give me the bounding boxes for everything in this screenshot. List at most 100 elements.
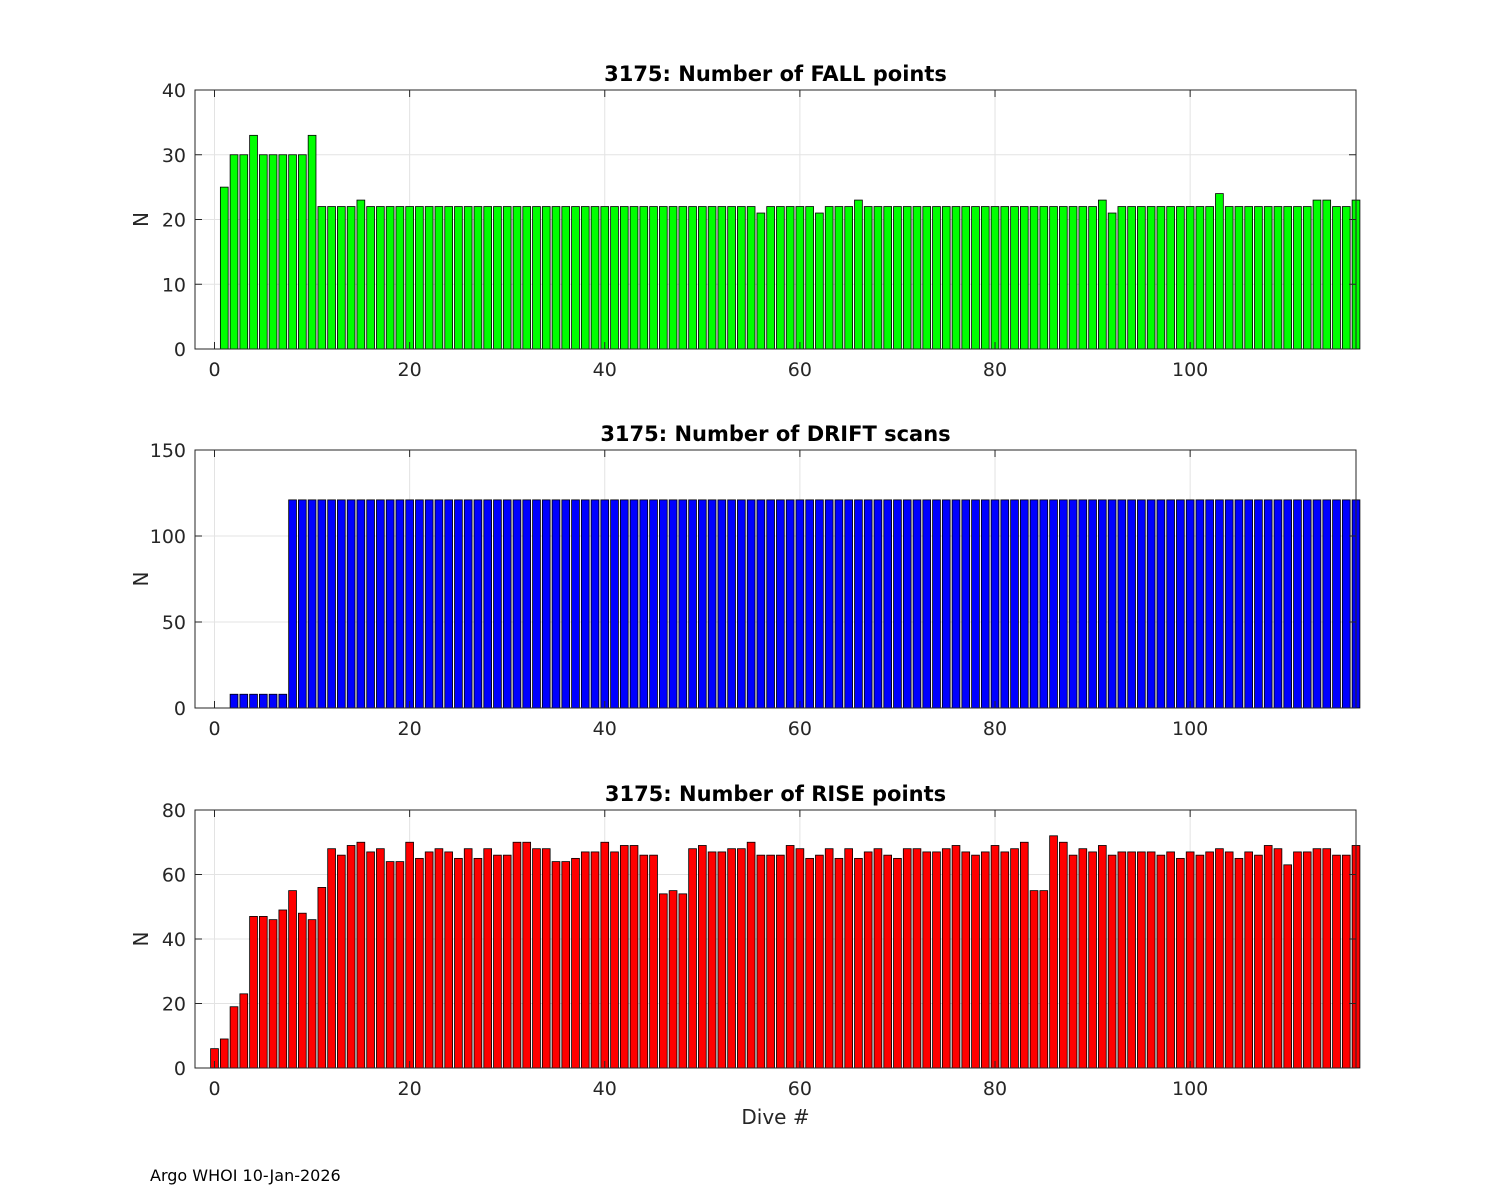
drift-bar — [1059, 499, 1068, 709]
drift-bar — [590, 499, 600, 709]
drift-bar — [1322, 499, 1332, 709]
fall-bar — [1068, 206, 1078, 350]
drift-bar — [258, 693, 268, 709]
rise-bar — [551, 861, 561, 1069]
rise-bar — [405, 841, 414, 1069]
fall-ytick-label: 40 — [162, 80, 186, 102]
rise-xtick-label: 80 — [983, 1078, 1007, 1100]
rise-bar — [317, 887, 327, 1069]
drift-bar — [1000, 499, 1010, 709]
fall-bar — [561, 206, 571, 350]
drift-bar — [873, 499, 883, 709]
drift-bar — [415, 499, 424, 709]
drift-bar — [268, 693, 278, 709]
drift-bar — [1263, 499, 1273, 709]
rise-bar — [454, 857, 463, 1069]
fall-bar — [678, 206, 688, 350]
drift-bar — [629, 499, 639, 709]
fall-xtick-label: 0 — [208, 359, 220, 381]
fall-bar — [219, 186, 229, 350]
rise-bar — [356, 841, 366, 1069]
rise-bar — [483, 848, 493, 1069]
fall-bar — [1176, 206, 1185, 350]
rise-bar — [844, 848, 853, 1069]
drift-bar — [1312, 499, 1322, 709]
rise-bar — [502, 854, 512, 1069]
fall-bar — [317, 206, 327, 350]
drift-bar — [424, 499, 434, 709]
fall-bar — [688, 206, 697, 350]
rise-bar — [951, 845, 961, 1069]
rise-bar — [1010, 848, 1019, 1069]
drift-bar — [1254, 499, 1263, 709]
footer-stamp: Argo WHOI 10-Jan-2026 — [150, 1166, 341, 1185]
drift-bar — [1293, 499, 1302, 709]
drift-bar — [707, 499, 717, 709]
fall-bar — [1049, 206, 1058, 350]
rise-bar — [619, 845, 629, 1069]
rise-bar — [795, 848, 805, 1069]
rise-bar — [941, 848, 951, 1069]
fall-bar — [834, 206, 844, 350]
rise-bar — [258, 916, 268, 1069]
drift-bar — [522, 499, 532, 709]
drift-bar — [298, 499, 307, 709]
fall-bar — [707, 206, 717, 350]
drift-bar — [229, 693, 239, 709]
fall-xtick-label: 100 — [1172, 359, 1208, 381]
rise-bar — [1137, 851, 1146, 1069]
fall-bar — [1341, 206, 1351, 350]
fall-bar — [1283, 206, 1293, 350]
fall-xtick-label: 40 — [593, 359, 617, 381]
drift-bar — [766, 499, 775, 709]
drift-bar — [1088, 499, 1097, 709]
fall-bar — [1010, 206, 1019, 350]
fall-bar — [590, 206, 600, 350]
fall-bar — [980, 206, 990, 350]
drift-bar — [893, 499, 902, 709]
rise-bar — [1059, 841, 1068, 1069]
drift-bar — [1234, 499, 1244, 709]
rise-bar — [1302, 851, 1312, 1069]
fall-bar — [932, 206, 941, 350]
rise-bar — [717, 851, 727, 1069]
drift-bar — [922, 499, 932, 709]
drift-bar — [785, 499, 795, 709]
fall-bar — [1107, 212, 1117, 350]
fall-bar — [863, 206, 873, 350]
drift-bar — [434, 499, 444, 709]
rise-bar — [1166, 851, 1175, 1069]
fall-bar — [1166, 206, 1175, 350]
rise-bar — [980, 851, 990, 1069]
rise-bar — [610, 851, 619, 1069]
rise-bar — [298, 912, 307, 1069]
drift-ytick-label: 0 — [174, 698, 186, 720]
fall-bar — [766, 206, 775, 350]
rise-bar — [1263, 845, 1273, 1069]
fall-bar — [961, 206, 971, 350]
drift-bar — [902, 499, 912, 709]
rise-ylabel: N — [129, 932, 153, 947]
fall-bar — [258, 154, 268, 350]
rise-bar — [912, 848, 922, 1069]
drift-bar — [619, 499, 629, 709]
fall-bar — [1098, 199, 1107, 350]
fall-bar — [1332, 206, 1341, 350]
rise-bar — [346, 845, 356, 1069]
drift-bar — [493, 499, 502, 709]
drift-bar — [366, 499, 375, 709]
fall-bar — [298, 154, 307, 350]
fall-bar — [522, 206, 532, 350]
drift-bar — [961, 499, 971, 709]
fall-bar — [1078, 206, 1088, 350]
fall-bar — [854, 199, 863, 350]
drift-bar — [1185, 499, 1195, 709]
rise-bar — [278, 909, 288, 1069]
fall-bar — [1127, 206, 1136, 350]
drift-bar — [1244, 499, 1253, 709]
drift-bar — [551, 499, 561, 709]
rise-bar — [1332, 854, 1341, 1069]
fall-bar — [1000, 206, 1010, 350]
drift-bar — [346, 499, 356, 709]
